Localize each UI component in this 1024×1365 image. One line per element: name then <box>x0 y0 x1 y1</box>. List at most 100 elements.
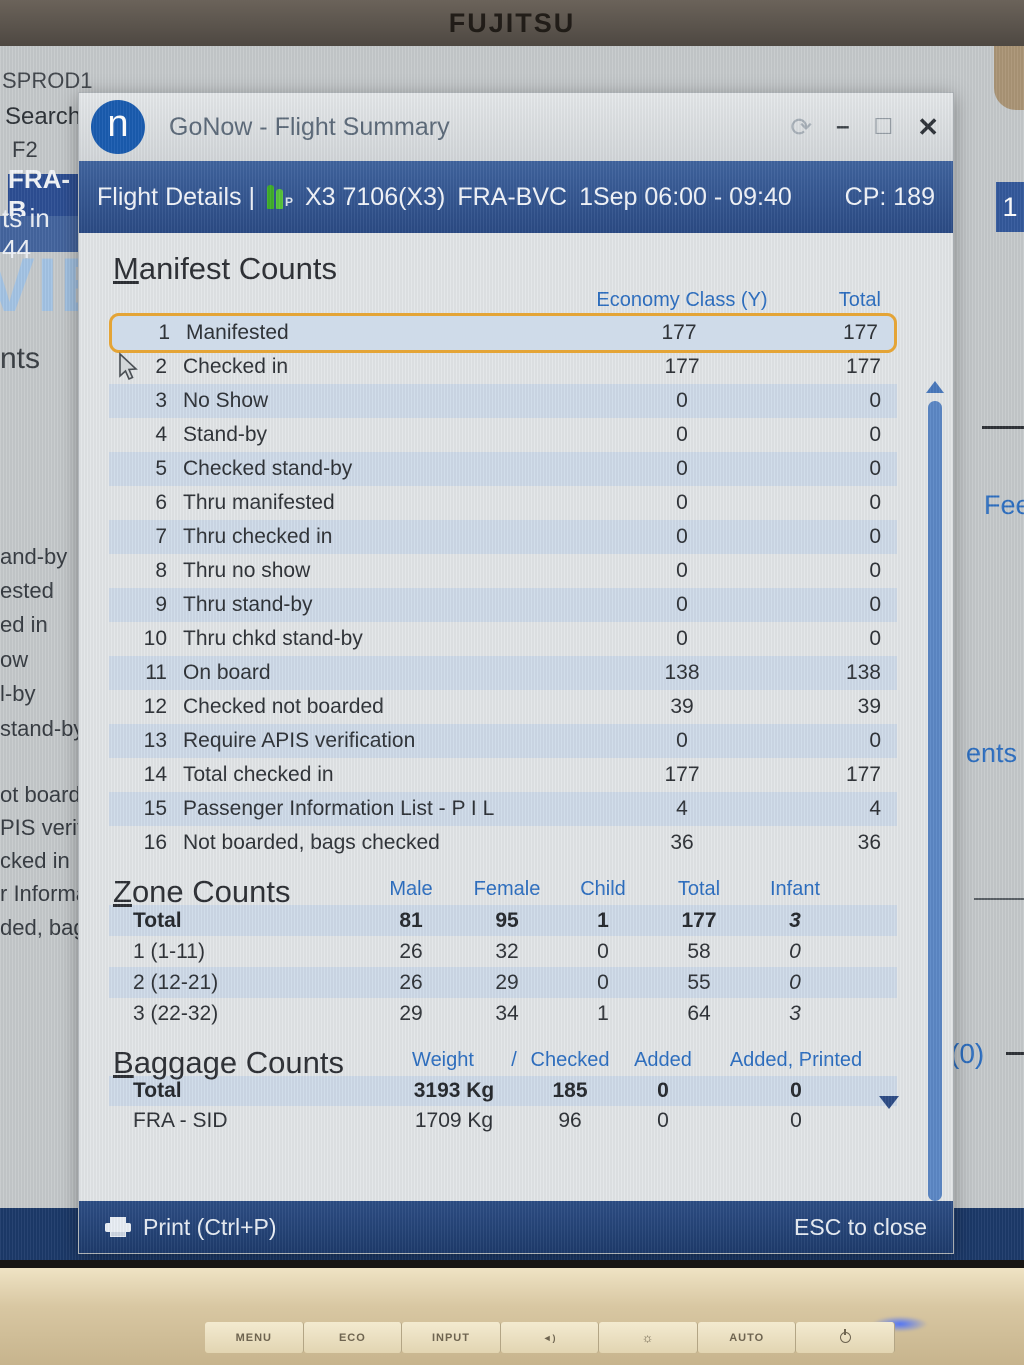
manifest-row[interactable]: 5 Checked stand-by 0 0 <box>109 452 897 486</box>
total-value: 0 <box>869 729 881 752</box>
input-button[interactable]: INPUT <box>402 1322 501 1353</box>
row-number: 9 <box>155 593 167 616</box>
infant-column-header: Infant <box>769 878 821 900</box>
zone-label: 2 (12-21) <box>133 970 219 994</box>
female-value: 29 <box>495 970 519 994</box>
child-value: 0 <box>597 970 609 994</box>
economy-value: 177 <box>664 763 700 786</box>
added-column-header: Added <box>634 1049 692 1071</box>
row-number: 12 <box>143 695 167 718</box>
economy-value: 36 <box>670 831 694 854</box>
manifest-row[interactable]: 12 Checked not boarded 39 39 <box>109 690 897 724</box>
infant-value: 3 <box>789 1001 801 1025</box>
baggage-column-headers: Weight / Checked Added Added, Printed <box>109 1049 897 1076</box>
bg-list-item: ow <box>0 647 29 672</box>
eco-button[interactable]: ECO <box>303 1322 403 1353</box>
minimize-button[interactable]: – <box>836 113 850 140</box>
row-number: 11 <box>145 661 167 684</box>
row-number: 1 <box>158 321 170 344</box>
row-number: 13 <box>143 729 167 752</box>
row-label: Total checked in <box>183 763 334 786</box>
manifest-row[interactable]: 3 No Show 0 0 <box>109 384 897 418</box>
auto-button[interactable]: AUTO <box>697 1322 797 1353</box>
scrollbar[interactable] <box>879 381 945 1201</box>
total-value: 0 <box>869 457 881 480</box>
print-button[interactable]: Print (Ctrl+P) <box>105 1214 277 1241</box>
bg-text-ents: ents <box>966 738 1018 768</box>
manifest-row[interactable]: 16 Not boarded, bags checked 36 36 <box>109 826 897 860</box>
total-value: 138 <box>845 661 881 684</box>
dialog-titlebar[interactable]: n GoNow - Flight Summary ⟳ – ☐ ✕ <box>79 93 953 161</box>
total-value: 0 <box>869 389 881 412</box>
total-value: 55 <box>687 970 711 994</box>
row-label: Manifested <box>186 321 289 344</box>
male-value: 81 <box>399 908 423 932</box>
zone-label: Total <box>133 908 182 932</box>
dialog-content: Manifest Counts Economy Class (Y) Total … <box>79 233 953 1201</box>
manifest-row[interactable]: 14 Total checked in 177 177 <box>109 758 897 792</box>
total-value: 0 <box>869 627 881 650</box>
scrollbar-thumb[interactable] <box>928 401 942 1201</box>
slash: / <box>511 1049 517 1071</box>
manifest-row[interactable]: 13 Require APIS verification 0 0 <box>109 724 897 758</box>
bg-text-zero: (0) <box>950 1038 985 1069</box>
manifest-row-selected[interactable]: 1 Manifested 177 177 <box>109 313 897 353</box>
baggage-row: FRA - SID 1709 Kg 96 0 0 <box>109 1106 897 1136</box>
bg-one-box: 1 <box>996 182 1024 232</box>
economy-value: 0 <box>676 491 688 514</box>
male-value: 26 <box>399 970 423 994</box>
total-value: 64 <box>687 1001 711 1025</box>
manifest-row[interactable]: 15 Passenger Information List - P I L 4 … <box>109 792 897 826</box>
manifest-row[interactable]: 11 On board 138 138 <box>109 656 897 690</box>
manifest-row[interactable]: 8 Thru no show 0 0 <box>109 554 897 588</box>
economy-value: 0 <box>676 457 688 480</box>
manifest-row[interactable]: 10 Thru chkd stand-by 0 0 <box>109 622 897 656</box>
total-value: 0 <box>869 423 881 446</box>
manifest-counts-title: Manifest Counts <box>113 251 337 286</box>
row-number: 10 <box>143 627 167 650</box>
economy-column-header: Economy Class (Y) <box>596 289 768 311</box>
bg-text-fee: Fee <box>984 490 1024 520</box>
zone-counts-title: Zone Counts <box>113 874 291 909</box>
bg-list-item: and-by <box>0 544 68 569</box>
power-button[interactable] <box>796 1322 896 1353</box>
infant-value: 0 <box>789 970 801 994</box>
close-button[interactable]: ✕ <box>917 112 939 142</box>
flight-datetime: 1Sep 06:00 - 09:40 <box>579 182 792 211</box>
window-title: GoNow - Flight Summary <box>169 112 450 141</box>
bg-dash <box>1006 1052 1024 1055</box>
bezel-corner <box>994 46 1024 110</box>
menu-button[interactable]: MENU <box>205 1322 304 1353</box>
manifest-row[interactable]: 9 Thru stand-by 0 0 <box>109 588 897 622</box>
print-label: Print (Ctrl+P) <box>143 1213 277 1240</box>
baggage-label: FRA - SID <box>133 1109 228 1132</box>
volume-button[interactable]: ◄) <box>500 1322 600 1353</box>
total-value: 39 <box>857 695 881 718</box>
baggage-counts-title: Baggage Counts <box>113 1045 344 1080</box>
scroll-down-arrow-icon[interactable] <box>879 1096 899 1109</box>
zone-row: 1 (1-11) 26 32 0 58 0 <box>109 936 897 967</box>
manifest-row[interactable]: 2 Checked in 177 177 <box>109 350 897 384</box>
row-label: On board <box>183 661 271 684</box>
bg-list-item: cked in <box>0 848 70 873</box>
bg-divider <box>982 426 1024 429</box>
refresh-icon[interactable]: ⟳ <box>790 112 813 142</box>
row-number: 16 <box>143 831 167 854</box>
bg-text-f2: F2 <box>12 137 38 162</box>
row-label: Checked not boarded <box>183 695 384 718</box>
row-label: Stand-by <box>183 423 268 446</box>
total-value: 177 <box>681 908 717 932</box>
scroll-up-arrow-icon[interactable] <box>926 381 944 393</box>
economy-value: 0 <box>676 593 688 616</box>
flight-details-label: Flight Details | <box>97 182 255 211</box>
cp-count: CP: 189 <box>844 182 935 211</box>
fujitsu-logo: FUJITSU <box>448 7 576 38</box>
manifest-row[interactable]: 4 Stand-by 0 0 <box>109 418 897 452</box>
weight-value: 3193 Kg <box>413 1079 495 1102</box>
manifest-row[interactable]: 6 Thru manifested 0 0 <box>109 486 897 520</box>
manifest-row[interactable]: 7 Thru checked in 0 0 <box>109 520 897 554</box>
added-printed-value: 0 <box>790 1079 802 1102</box>
brightness-button[interactable]: ☼ <box>599 1322 698 1353</box>
total-value: 4 <box>869 797 881 820</box>
maximize-button[interactable]: ☐ <box>873 114 894 139</box>
